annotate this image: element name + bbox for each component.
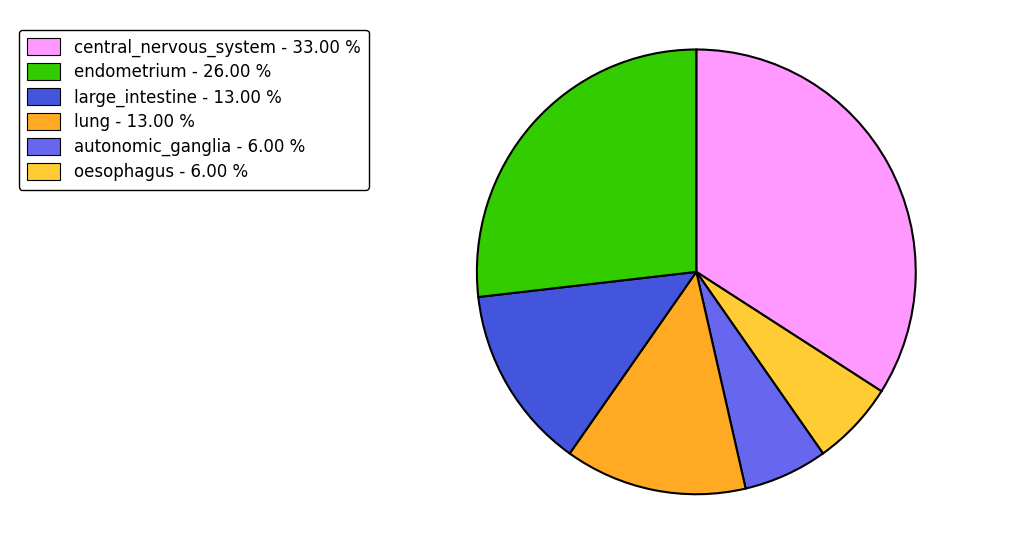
Legend: central_nervous_system - 33.00 %, endometrium - 26.00 %, large_intestine - 13.00: central_nervous_system - 33.00 %, endome… (18, 30, 369, 190)
Wedge shape (478, 272, 696, 454)
Wedge shape (696, 49, 915, 391)
Wedge shape (696, 272, 882, 454)
Wedge shape (696, 272, 823, 489)
Wedge shape (477, 49, 696, 297)
Wedge shape (569, 272, 745, 494)
